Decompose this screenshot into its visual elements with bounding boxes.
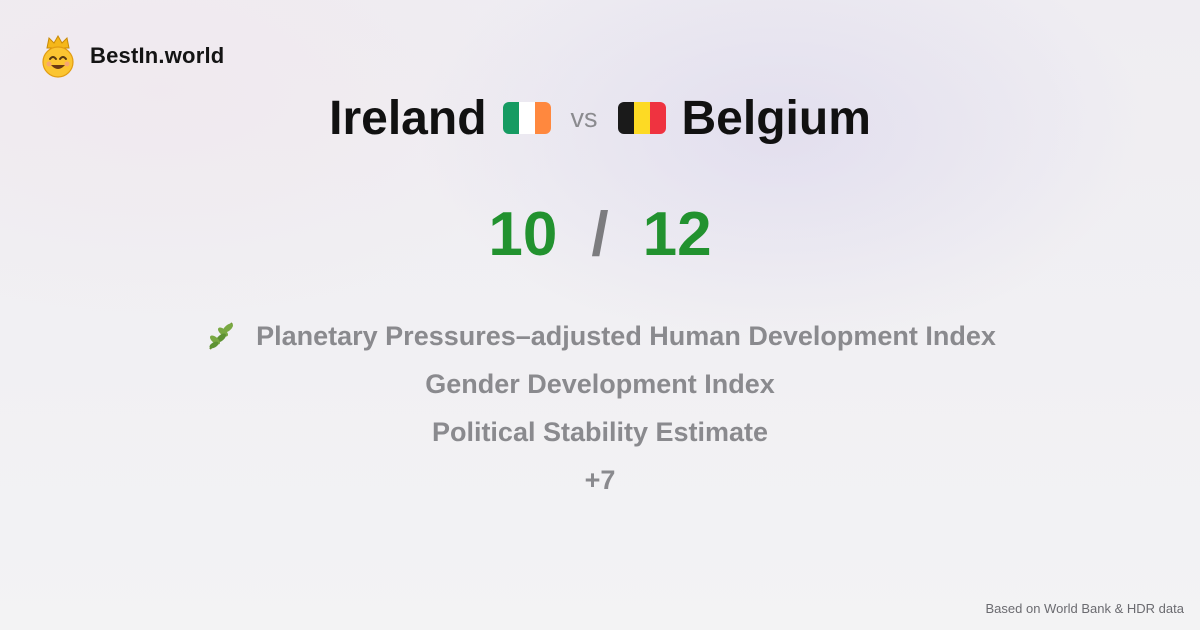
more-metrics-count[interactable]: +7 <box>0 456 1200 504</box>
metric-label: +7 <box>584 465 616 495</box>
score-row: 10 / 12 <box>0 196 1200 272</box>
score-separator: / <box>591 199 609 269</box>
comparison-title: Ireland vs Belgium <box>0 86 1200 150</box>
vs-separator: vs <box>570 102 598 133</box>
herb-leaf-icon <box>209 322 234 350</box>
brand-name: BestIn.world <box>90 43 225 68</box>
metric-item: Planetary Pressures–adjusted Human Devel… <box>0 312 1200 360</box>
left-score: 10 <box>488 199 558 269</box>
metric-label: Political Stability Estimate <box>431 417 769 447</box>
right-country-name: Belgium <box>681 91 871 145</box>
metrics-list: Planetary Pressures–adjusted Human Devel… <box>0 312 1200 504</box>
metric-label: Gender Development Index <box>425 369 775 399</box>
metric-item: Gender Development Index <box>0 360 1200 408</box>
right-score: 12 <box>642 199 712 269</box>
left-country-name: Ireland <box>329 91 487 145</box>
data-source-note: Based on World Bank & HDR data <box>985 601 1184 616</box>
metric-item: Political Stability Estimate <box>0 408 1200 456</box>
metric-label: Planetary Pressures–adjusted Human Devel… <box>256 321 996 351</box>
brand[interactable]: BestIn.world <box>38 34 224 78</box>
ireland-flag-icon <box>502 102 551 134</box>
belgium-flag-icon <box>617 102 666 134</box>
crowned-smiley-icon <box>42 34 74 78</box>
